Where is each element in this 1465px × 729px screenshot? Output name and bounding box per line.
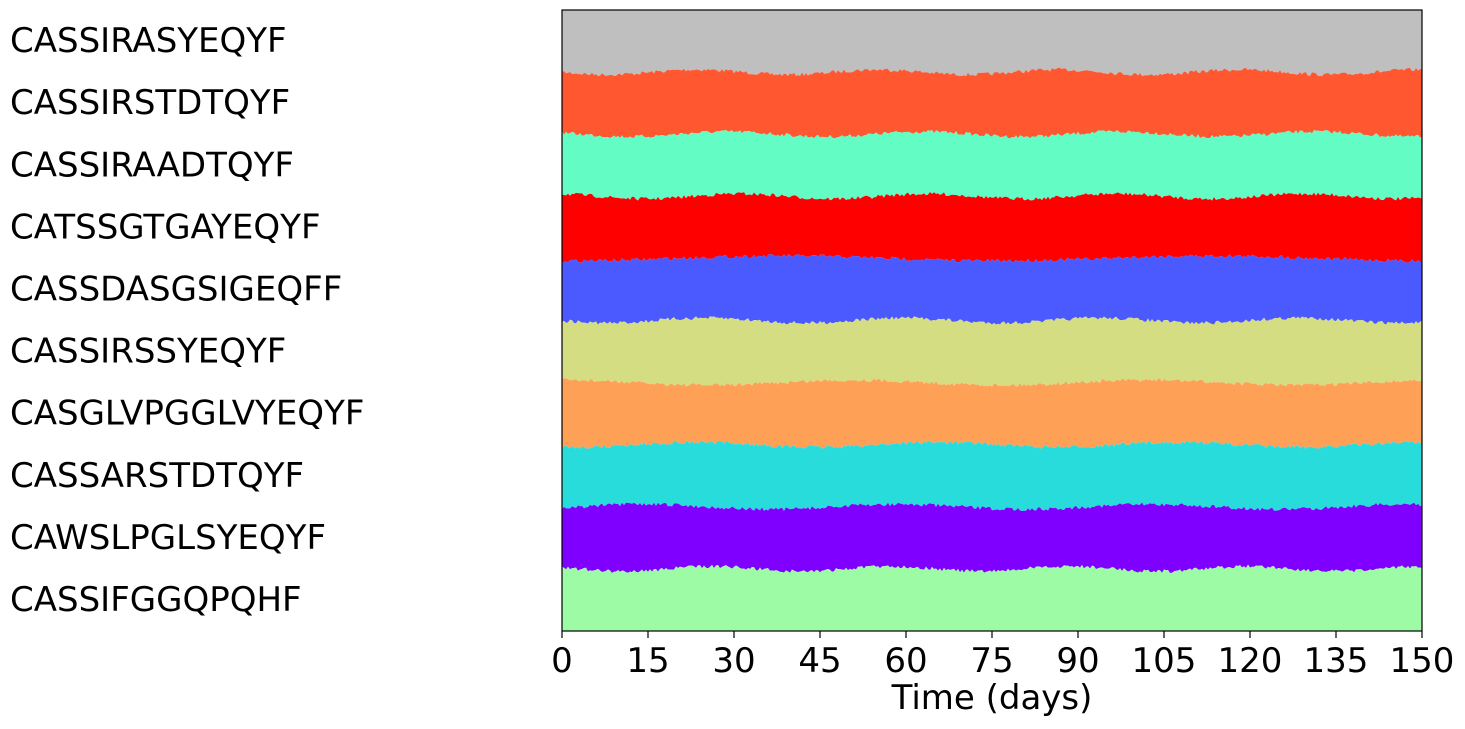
series-band	[562, 316, 1422, 387]
series-bands	[562, 10, 1422, 631]
series-label: CASGLVPGGLVYEQYF	[10, 394, 364, 434]
x-tick-label: 150	[1390, 641, 1455, 681]
series-band	[562, 130, 1422, 201]
series-label: CASSIRASYEQYF	[10, 21, 287, 61]
x-tick-label: 105	[1132, 641, 1197, 681]
series-label: CASSDASGSIGEQFF	[10, 269, 342, 309]
x-tick-label: 60	[884, 641, 927, 681]
x-tick-label: 45	[798, 641, 841, 681]
series-label: CASSIRSSYEQYF	[10, 332, 286, 372]
series-label: CASSIRAADTQYF	[10, 145, 294, 185]
series-band	[562, 191, 1422, 263]
series-band	[562, 67, 1422, 139]
series-labels: CASSIRASYEQYF CASSIRSTDTQYF CASSIRAADTQYF C…	[10, 21, 364, 620]
x-tick-label: 75	[970, 641, 1013, 681]
series-band	[562, 254, 1422, 325]
series-band	[562, 564, 1422, 631]
x-axis-label: Time (days)	[891, 678, 1093, 718]
series-band	[562, 10, 1422, 77]
series-label: CATSSGTGAYEQYF	[10, 207, 321, 247]
series-label: CASSIRSTDTQYF	[10, 83, 290, 123]
series-band	[562, 440, 1422, 512]
x-axis: 0 15 30 45 60 75 90 105 120 135 150	[551, 631, 1454, 681]
x-tick-label: 120	[1218, 641, 1283, 681]
series-label: CASSARSTDTQYF	[10, 456, 304, 496]
series-label: CASSIFGGQPQHF	[10, 580, 302, 620]
series-band	[562, 378, 1422, 449]
x-tick-label: 15	[626, 641, 669, 681]
x-tick-label: 135	[1304, 641, 1369, 681]
series-label: CAWSLPGLSYEQYF	[10, 518, 326, 558]
x-tick-label: 90	[1056, 641, 1099, 681]
series-band	[562, 502, 1422, 573]
x-tick-label: 0	[551, 641, 573, 681]
x-tick-label: 30	[712, 641, 755, 681]
